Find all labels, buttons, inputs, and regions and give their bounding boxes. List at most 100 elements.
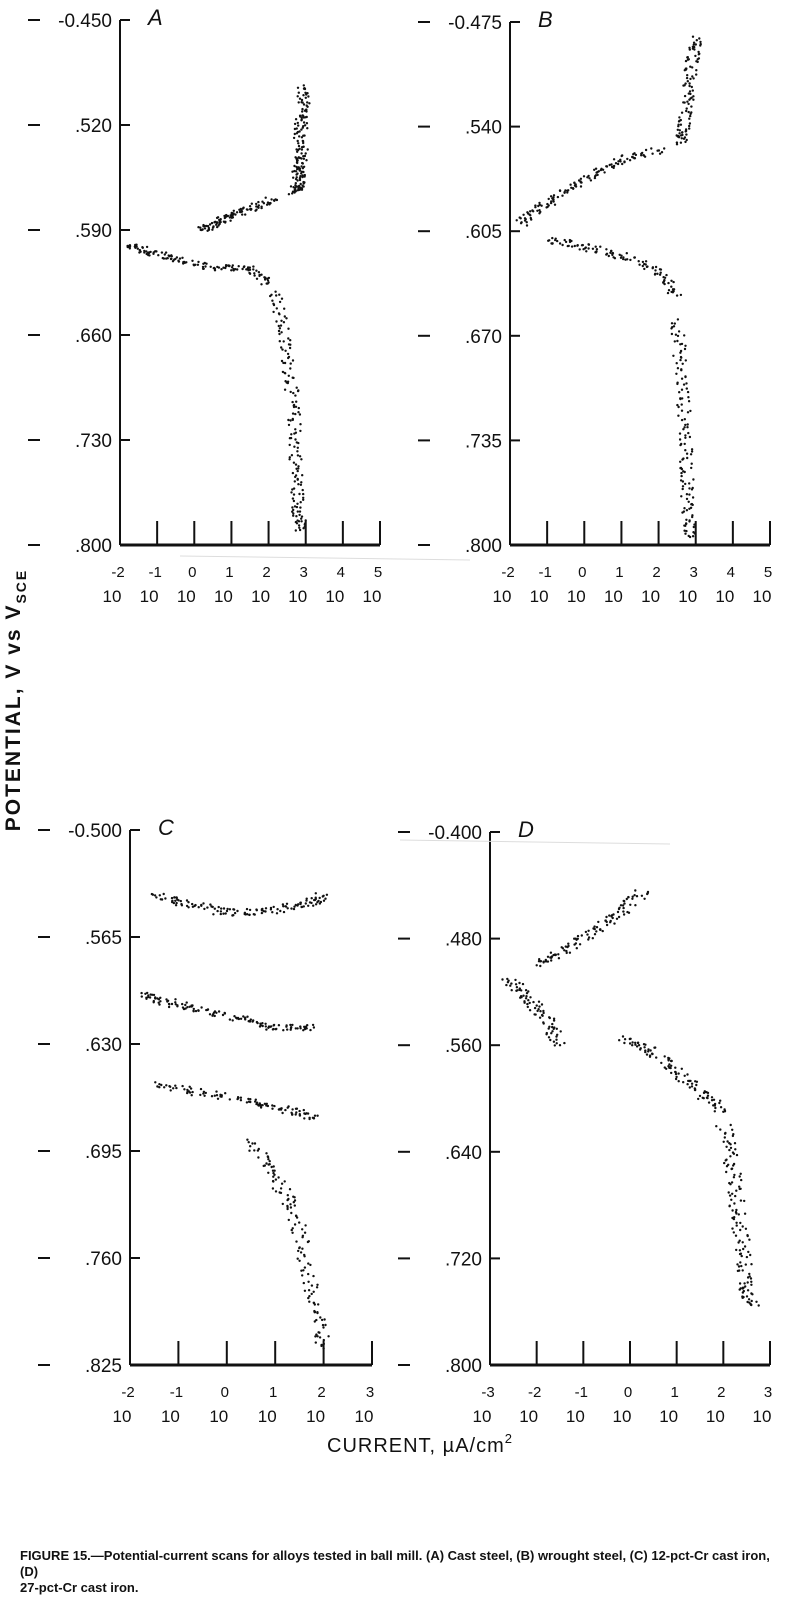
data-point xyxy=(537,960,541,963)
data-point xyxy=(680,1067,683,1071)
data-point xyxy=(746,1300,749,1304)
data-point xyxy=(518,988,521,992)
data-point xyxy=(291,400,294,404)
x-tick-exponent: -1 xyxy=(148,564,161,581)
data-point xyxy=(296,502,299,505)
y-tick-label: .800 xyxy=(445,1356,482,1377)
data-point xyxy=(266,1155,270,1159)
data-point xyxy=(298,1221,301,1224)
data-point xyxy=(322,894,325,897)
data-point xyxy=(155,896,158,899)
data-point xyxy=(307,1272,310,1276)
data-point xyxy=(579,181,582,184)
data-point xyxy=(291,471,295,475)
data-point xyxy=(165,1084,168,1087)
data-point xyxy=(318,1336,322,1339)
data-point xyxy=(200,1006,203,1009)
data-point xyxy=(307,904,310,907)
data-point xyxy=(303,175,306,178)
data-point xyxy=(168,255,171,258)
data-point xyxy=(265,1152,268,1155)
data-point xyxy=(663,1055,666,1058)
data-point xyxy=(296,189,299,192)
data-point xyxy=(607,254,610,258)
data-point xyxy=(641,264,644,268)
data-point xyxy=(684,423,687,427)
data-point xyxy=(139,250,142,253)
data-point xyxy=(229,219,232,222)
chart-panels: -0.450.520.590.660.730.800-210-110010110… xyxy=(28,5,772,1426)
data-point xyxy=(670,327,673,330)
data-point xyxy=(304,1224,307,1227)
data-point xyxy=(574,185,578,188)
data-point xyxy=(622,899,625,903)
data-point xyxy=(319,900,323,904)
data-point xyxy=(655,1056,658,1059)
data-point xyxy=(538,958,541,961)
data-point xyxy=(194,1009,198,1013)
data-point xyxy=(248,1020,252,1023)
data-point xyxy=(579,177,583,180)
data-point xyxy=(192,1010,195,1013)
data-point xyxy=(660,151,664,154)
data-point xyxy=(601,168,605,171)
data-point xyxy=(578,943,582,946)
data-point xyxy=(532,1000,535,1004)
data-point xyxy=(731,1209,734,1212)
y-tick-label: .565 xyxy=(85,928,122,949)
data-point xyxy=(257,200,260,204)
data-point xyxy=(303,1289,307,1293)
data-point xyxy=(281,903,285,906)
data-point xyxy=(678,132,681,135)
data-point xyxy=(241,213,244,216)
data-point xyxy=(670,322,674,325)
data-point xyxy=(597,920,600,924)
data-point xyxy=(289,362,292,365)
data-point xyxy=(696,60,699,64)
data-point xyxy=(157,1001,160,1004)
data-point xyxy=(631,1041,634,1044)
data-point xyxy=(576,934,580,938)
data-point xyxy=(293,122,297,126)
data-point xyxy=(277,1176,280,1179)
data-point xyxy=(679,460,682,463)
data-point xyxy=(690,466,693,470)
data-point xyxy=(599,928,602,932)
data-point xyxy=(302,103,306,106)
data-point xyxy=(283,315,286,318)
data-point xyxy=(290,1026,293,1029)
data-point xyxy=(633,157,637,160)
data-point xyxy=(218,218,221,222)
data-point xyxy=(692,531,695,534)
data-point xyxy=(297,186,300,189)
data-point xyxy=(688,1086,691,1089)
data-point xyxy=(293,505,297,508)
data-point xyxy=(248,205,252,208)
data-point xyxy=(275,912,279,915)
data-point xyxy=(654,269,657,272)
data-point xyxy=(308,102,311,105)
data-point xyxy=(255,1101,259,1104)
data-point xyxy=(304,96,307,100)
data-point xyxy=(323,1318,326,1321)
data-point xyxy=(251,1142,254,1145)
data-point xyxy=(249,208,252,211)
data-point xyxy=(639,1048,642,1051)
data-point xyxy=(293,191,296,194)
data-point xyxy=(729,1123,732,1127)
data-point xyxy=(315,1318,318,1322)
data-point xyxy=(290,491,293,494)
data-point xyxy=(690,462,693,465)
data-point xyxy=(245,1101,249,1104)
data-point xyxy=(305,897,308,900)
data-point xyxy=(206,1008,209,1012)
data-point xyxy=(300,188,304,191)
data-point xyxy=(640,894,644,897)
data-point xyxy=(298,1109,301,1113)
data-point xyxy=(555,1042,558,1045)
data-point xyxy=(719,1099,722,1102)
data-point xyxy=(194,263,197,266)
data-point xyxy=(561,194,564,197)
data-point xyxy=(680,137,683,140)
x-tick-base: 10 xyxy=(214,587,233,606)
